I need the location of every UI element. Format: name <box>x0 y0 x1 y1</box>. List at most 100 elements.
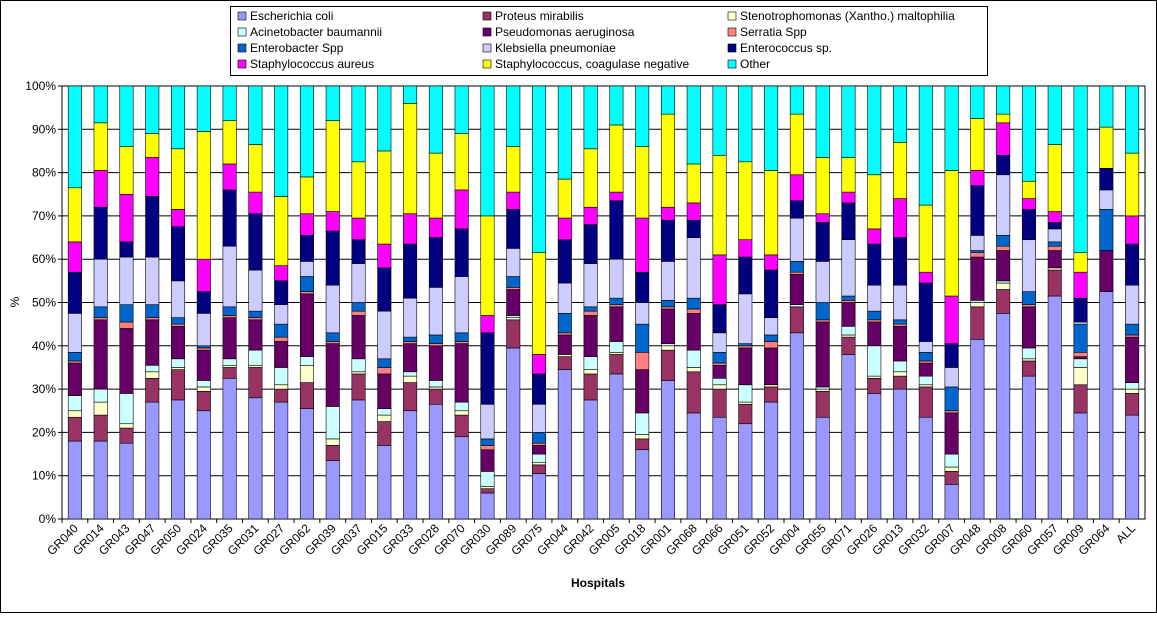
bar-segment <box>970 300 985 303</box>
bar-segment <box>403 371 418 377</box>
bar-segment <box>1125 215 1140 245</box>
bar-segment <box>248 349 263 366</box>
bar-segment <box>480 315 495 334</box>
bar-segment <box>1047 241 1062 247</box>
bar-segment <box>222 358 237 366</box>
bar-segment <box>274 388 289 403</box>
bar-segment <box>93 306 108 318</box>
bar-segment <box>119 304 134 323</box>
y-tick-label: 100% <box>25 79 56 93</box>
bar-segment <box>557 239 572 284</box>
bar-segment <box>712 364 727 379</box>
bar-segment <box>635 302 650 325</box>
bar-segment <box>454 133 469 191</box>
bar-segment <box>403 297 418 338</box>
bar-segment <box>1099 250 1114 292</box>
bar-segment <box>996 122 1011 156</box>
bar-segment <box>609 341 624 353</box>
bar-segment <box>274 367 289 386</box>
bar-segment <box>893 375 908 390</box>
bar-segment <box>428 217 443 238</box>
bar-segment <box>557 332 572 336</box>
bar-segment <box>171 369 186 401</box>
bar-segment <box>918 362 933 377</box>
bar-segment <box>815 222 830 262</box>
bar-segment <box>660 219 675 262</box>
bar-segment <box>841 157 856 193</box>
bar-segment <box>454 410 469 416</box>
bar-segment <box>274 85 289 197</box>
bar-segment <box>660 380 675 520</box>
bar-segment <box>893 319 908 325</box>
bar-segment <box>171 280 186 318</box>
bar-segment <box>248 397 263 520</box>
bar-segment <box>428 380 443 388</box>
bar-segment <box>1021 306 1036 349</box>
bar-segment <box>712 384 727 390</box>
bar-segment <box>145 304 160 318</box>
bar-segment <box>506 276 521 288</box>
bar-segment <box>403 85 418 104</box>
bar-segment <box>325 406 340 440</box>
bar-segment <box>867 310 882 321</box>
bar-segment <box>299 276 314 292</box>
bar-segment <box>480 471 495 487</box>
bar-segment <box>532 354 547 375</box>
bar-segment <box>970 256 985 301</box>
bar-segment <box>93 414 108 442</box>
legend-label: Escherichia coli <box>250 9 333 23</box>
bar-segment <box>428 152 443 219</box>
bar-segment <box>119 423 134 429</box>
bar-segment <box>970 85 985 119</box>
bar-segment <box>944 367 959 388</box>
bar-segment <box>893 388 908 520</box>
bar-segment <box>893 284 908 321</box>
bar-segment <box>67 416 82 442</box>
bar-segment <box>918 341 933 353</box>
bar-segment <box>532 432 547 444</box>
bar-segment <box>789 217 804 262</box>
y-tick-label: 70% <box>32 209 56 223</box>
bar-segment <box>918 386 933 418</box>
bar-segment <box>171 358 186 368</box>
bar-segment <box>532 462 547 466</box>
bar-segment <box>1125 414 1140 520</box>
bar-segment <box>222 317 237 360</box>
bar-segment <box>686 219 701 238</box>
bar-segment <box>660 349 675 381</box>
bar-segment <box>196 410 211 520</box>
bar-segment <box>248 310 263 318</box>
bar-segment <box>171 323 186 327</box>
bar-segment <box>119 85 134 147</box>
bar-segment <box>1099 126 1114 169</box>
bar-segment <box>67 187 82 243</box>
bar-segment <box>428 334 443 344</box>
bar-segment <box>506 317 521 321</box>
bar-segment <box>1021 198 1036 210</box>
bar-segment <box>248 213 263 271</box>
y-tick-label: 30% <box>32 382 56 396</box>
bar-segment <box>428 345 443 381</box>
bar-segment <box>171 148 186 210</box>
bar-segment <box>145 371 160 379</box>
bar-segment <box>1073 321 1088 325</box>
y-tick-label: 0% <box>39 512 57 526</box>
bar-segment <box>738 345 753 349</box>
bar-segment <box>1047 267 1062 271</box>
bar-segment <box>196 386 211 392</box>
bar-segment <box>403 410 418 520</box>
bar-segment <box>480 438 495 446</box>
bar-segment <box>325 230 340 286</box>
bar-segment <box>93 85 108 124</box>
bar-segment <box>377 358 392 368</box>
bar-segment <box>145 319 160 366</box>
bar-segment <box>377 421 392 446</box>
bar-segment <box>1047 228 1062 243</box>
bar-segment <box>532 473 547 520</box>
bar-segment <box>635 438 650 451</box>
bar-segment <box>1125 336 1140 383</box>
bar-segment <box>1073 384 1088 414</box>
bar-segment <box>893 326 908 362</box>
bar-segment <box>196 347 211 351</box>
legend-swatch <box>237 43 247 53</box>
